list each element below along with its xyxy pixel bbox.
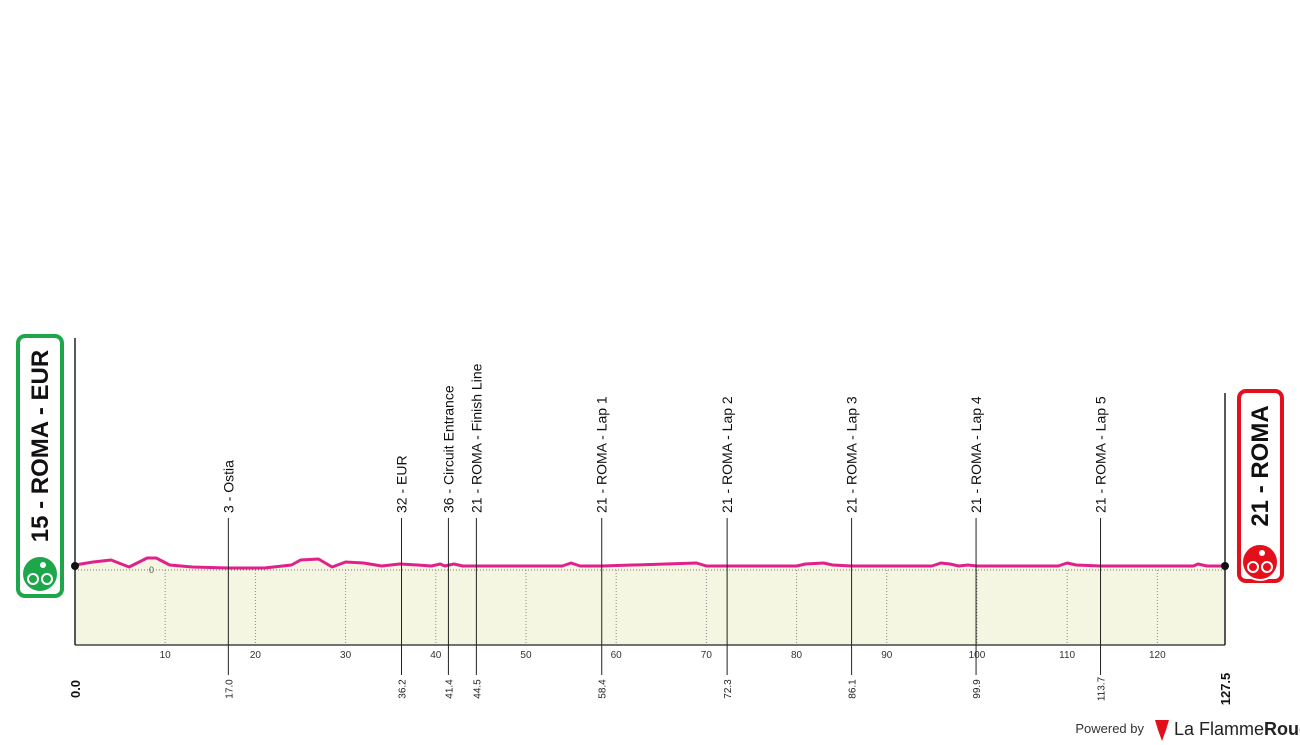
profile-area [75, 558, 1225, 645]
km-dot [1221, 562, 1229, 570]
y-tick-label: 0 [149, 565, 154, 575]
waypoint-km: 44.5 [472, 679, 483, 699]
waypoint-km: 99.9 [972, 679, 983, 699]
waypoint-km: 72.3 [723, 679, 734, 699]
x-tick-label: 20 [250, 650, 262, 661]
x-tick-label: 60 [611, 650, 623, 661]
x-tick-label: 40 [430, 650, 442, 661]
waypoint-label: 32 - EUR [394, 455, 410, 513]
x-tick-label: 110 [1059, 650, 1075, 661]
km-label: 0.0 [68, 680, 83, 698]
finish-icon-wheel [1261, 561, 1273, 573]
waypoint-label: 21 - ROMA - Lap 2 [719, 396, 735, 513]
footer: Powered by La FlammeRouge [1075, 719, 1300, 741]
x-tick-label: 30 [340, 650, 352, 661]
logo-icon [1155, 720, 1169, 741]
x-tick-label: 70 [701, 650, 713, 661]
waypoint-km: 58.4 [598, 679, 609, 699]
start-box [16, 334, 64, 598]
waypoint-label: 3 - Ostia [220, 460, 236, 513]
brand-bold: Rouge [1264, 719, 1300, 739]
start-icon-wheel [41, 573, 53, 585]
waypoint-label: 36 - Circuit Entrance [440, 385, 456, 513]
start-icon [21, 555, 59, 593]
start-icon-head [40, 562, 46, 568]
finish-box [1237, 389, 1284, 583]
start-label: 15 - ROMA - EUR [27, 350, 54, 542]
waypoint-label: 21 - ROMA - Lap 3 [844, 396, 860, 513]
waypoint-km: 17.0 [224, 679, 235, 699]
waypoint-km: 113.7 [1097, 676, 1108, 701]
waypoint-km: 41.4 [444, 679, 455, 699]
waypoint-label: 21 - ROMA - Lap 5 [1093, 396, 1109, 513]
waypoint-label: 21 - ROMA - Lap 1 [594, 396, 610, 513]
profile-line [74, 556, 1225, 570]
finish-icon-wheel [1247, 561, 1259, 573]
powered-by: Powered by [1075, 721, 1144, 736]
waypoint-km: 86.1 [848, 679, 859, 699]
finish-icon-head [1259, 550, 1265, 556]
waypoint-label: 21 - ROMA - Finish Line [468, 363, 484, 513]
x-tick-label: 90 [881, 650, 893, 661]
x-tick-label: 10 [160, 650, 172, 661]
x-tick-label: 50 [520, 650, 532, 661]
brand-light: La Flamme [1174, 719, 1264, 739]
finish-label: 21 - ROMA [1247, 405, 1274, 526]
x-tick-label: 100 [969, 650, 986, 661]
x-tick-label: 120 [1149, 650, 1166, 661]
km-label: 127.5 [1218, 673, 1233, 706]
brand: La FlammeRouge [1174, 719, 1300, 739]
waypoint-km: 36.2 [398, 679, 409, 699]
waypoint-label: 21 - ROMA - Lap 4 [968, 396, 984, 513]
km-dot [71, 562, 79, 570]
finish-icon [1241, 543, 1279, 581]
start-icon-wheel [27, 573, 39, 585]
x-tick-label: 80 [791, 650, 803, 661]
